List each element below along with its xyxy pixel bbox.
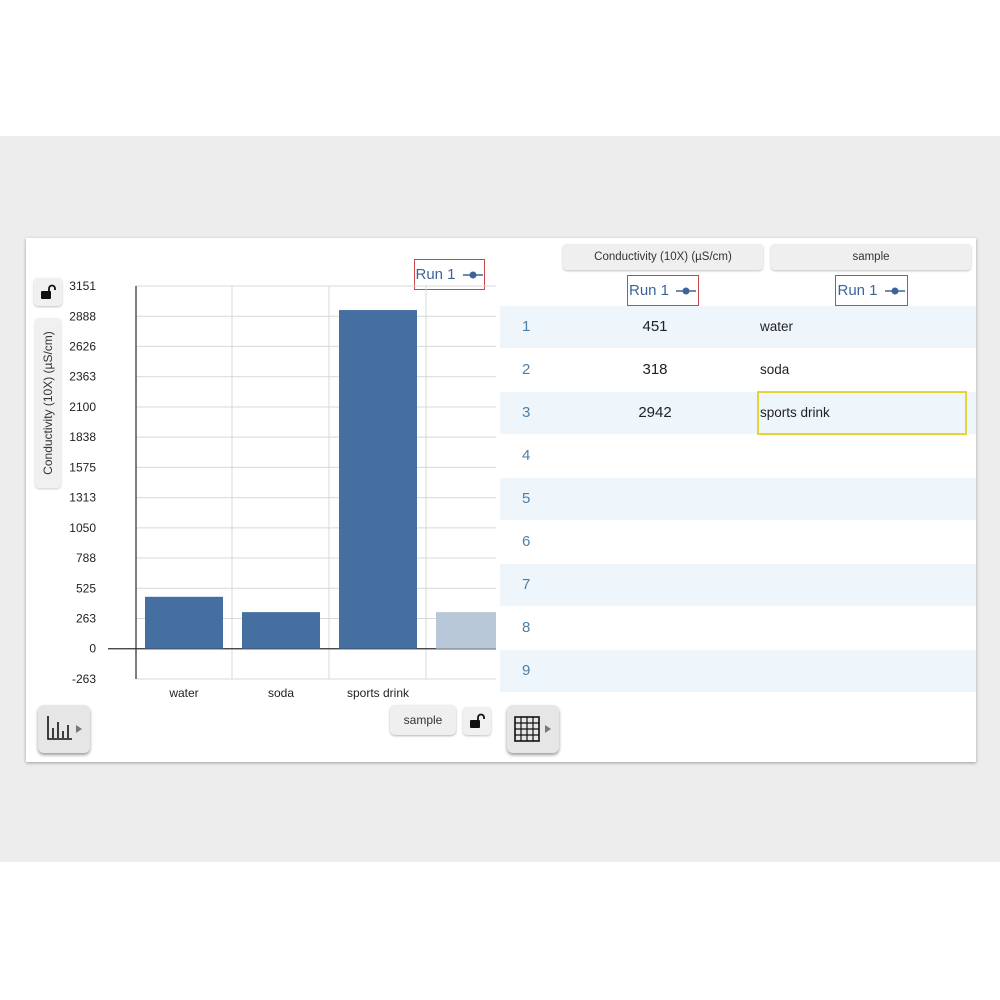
y-tick-label: 2626 (69, 339, 96, 353)
dot-line-icon (462, 271, 483, 278)
table-row[interactable]: 6 (500, 521, 976, 563)
app-window: Conductivity (10X) (µS/cm) Run 1 3151 288… (26, 238, 976, 762)
dot-line-icon (884, 287, 905, 294)
table-tool-button[interactable] (507, 705, 559, 753)
row-number: 4 (522, 447, 531, 464)
row-number: 3 (522, 404, 531, 421)
x-tick-label: sports drink (347, 686, 410, 700)
y-tick-label: 1313 (69, 491, 96, 505)
table-grid-icon (514, 716, 551, 742)
row-number: 6 (522, 533, 531, 550)
y-tick-label: 2100 (69, 400, 96, 414)
row-number: 2 (522, 361, 531, 378)
table-row[interactable]: 7 (500, 564, 976, 606)
graph-tool-button[interactable] (38, 705, 90, 753)
table-run-label: Run 1 (837, 282, 878, 299)
y-tick-label: 1838 (69, 430, 96, 444)
conductivity-cell[interactable]: 2942 (638, 404, 672, 421)
unlocked-padlock-icon (41, 284, 56, 299)
y-tick-label: 2888 (69, 309, 96, 323)
x-axis-sample-button[interactable]: sample (390, 705, 456, 735)
x-tick-label: water (168, 686, 198, 700)
y-tick-label: 525 (76, 581, 96, 595)
bar-water (145, 596, 223, 649)
unlocked-padlock-icon (470, 713, 485, 728)
bar-chart[interactable]: 3151 2888 2626 2363 2100 1838 1575 1313 1050 788 5… (26, 238, 500, 708)
table-row[interactable]: 5 (500, 478, 976, 520)
column-header-conductivity[interactable]: Conductivity (10X) (µS/cm) (563, 244, 763, 270)
x-axis-lock-button[interactable] (463, 707, 491, 735)
y-tick-label: 263 (76, 611, 96, 625)
row-number: 1 (522, 318, 531, 335)
y-tick-label: 1050 (69, 521, 96, 535)
table-row[interactable]: 3 2942 sports drink (500, 392, 976, 434)
table-run-legend-sample[interactable]: Run 1 (835, 275, 908, 306)
sample-cell[interactable]: water (760, 319, 794, 334)
row-number: 8 (522, 619, 531, 636)
y-tick-label: -263 (72, 672, 96, 686)
bar-sports-drink (339, 310, 417, 649)
column-header-sample[interactable]: sample (771, 244, 971, 270)
table-run-legend-conductivity[interactable]: Run 1 (627, 275, 699, 306)
row-number: 9 (522, 662, 531, 679)
y-tick-label: 0 (89, 642, 96, 656)
row-number: 7 (522, 576, 531, 593)
graph-run-label: Run 1 (415, 266, 456, 283)
table-row[interactable]: 1 451 water (500, 306, 976, 348)
table-row[interactable]: 2 318 soda (500, 349, 976, 391)
dot-line-icon (676, 287, 697, 294)
sample-cell[interactable]: soda (760, 362, 790, 377)
table-row[interactable]: 8 (500, 607, 976, 649)
y-tick-label: 788 (76, 551, 96, 565)
table-row[interactable]: 9 (500, 650, 976, 692)
y-tick-label: 1575 (69, 460, 96, 474)
graph-run-legend[interactable]: Run 1 (414, 259, 485, 290)
x-tick-label: soda (268, 686, 294, 700)
sample-cell[interactable]: sports drink (760, 405, 830, 420)
table-row[interactable]: 4 (500, 435, 976, 477)
row-number: 5 (522, 490, 531, 507)
bar-chart-icon (47, 716, 82, 740)
y-axis-lock-button[interactable] (34, 278, 62, 306)
y-axis-label-button[interactable]: Conductivity (10X) (µS/cm) (35, 318, 61, 488)
bar-partial (436, 612, 496, 649)
selected-cell-highlight (757, 391, 967, 435)
y-tick-label: 2363 (69, 370, 96, 384)
conductivity-cell[interactable]: 318 (642, 361, 668, 378)
y-tick-label: 3151 (69, 279, 96, 293)
table-run-label: Run 1 (628, 282, 670, 299)
bar-soda (242, 612, 320, 649)
conductivity-cell[interactable]: 451 (642, 318, 668, 335)
